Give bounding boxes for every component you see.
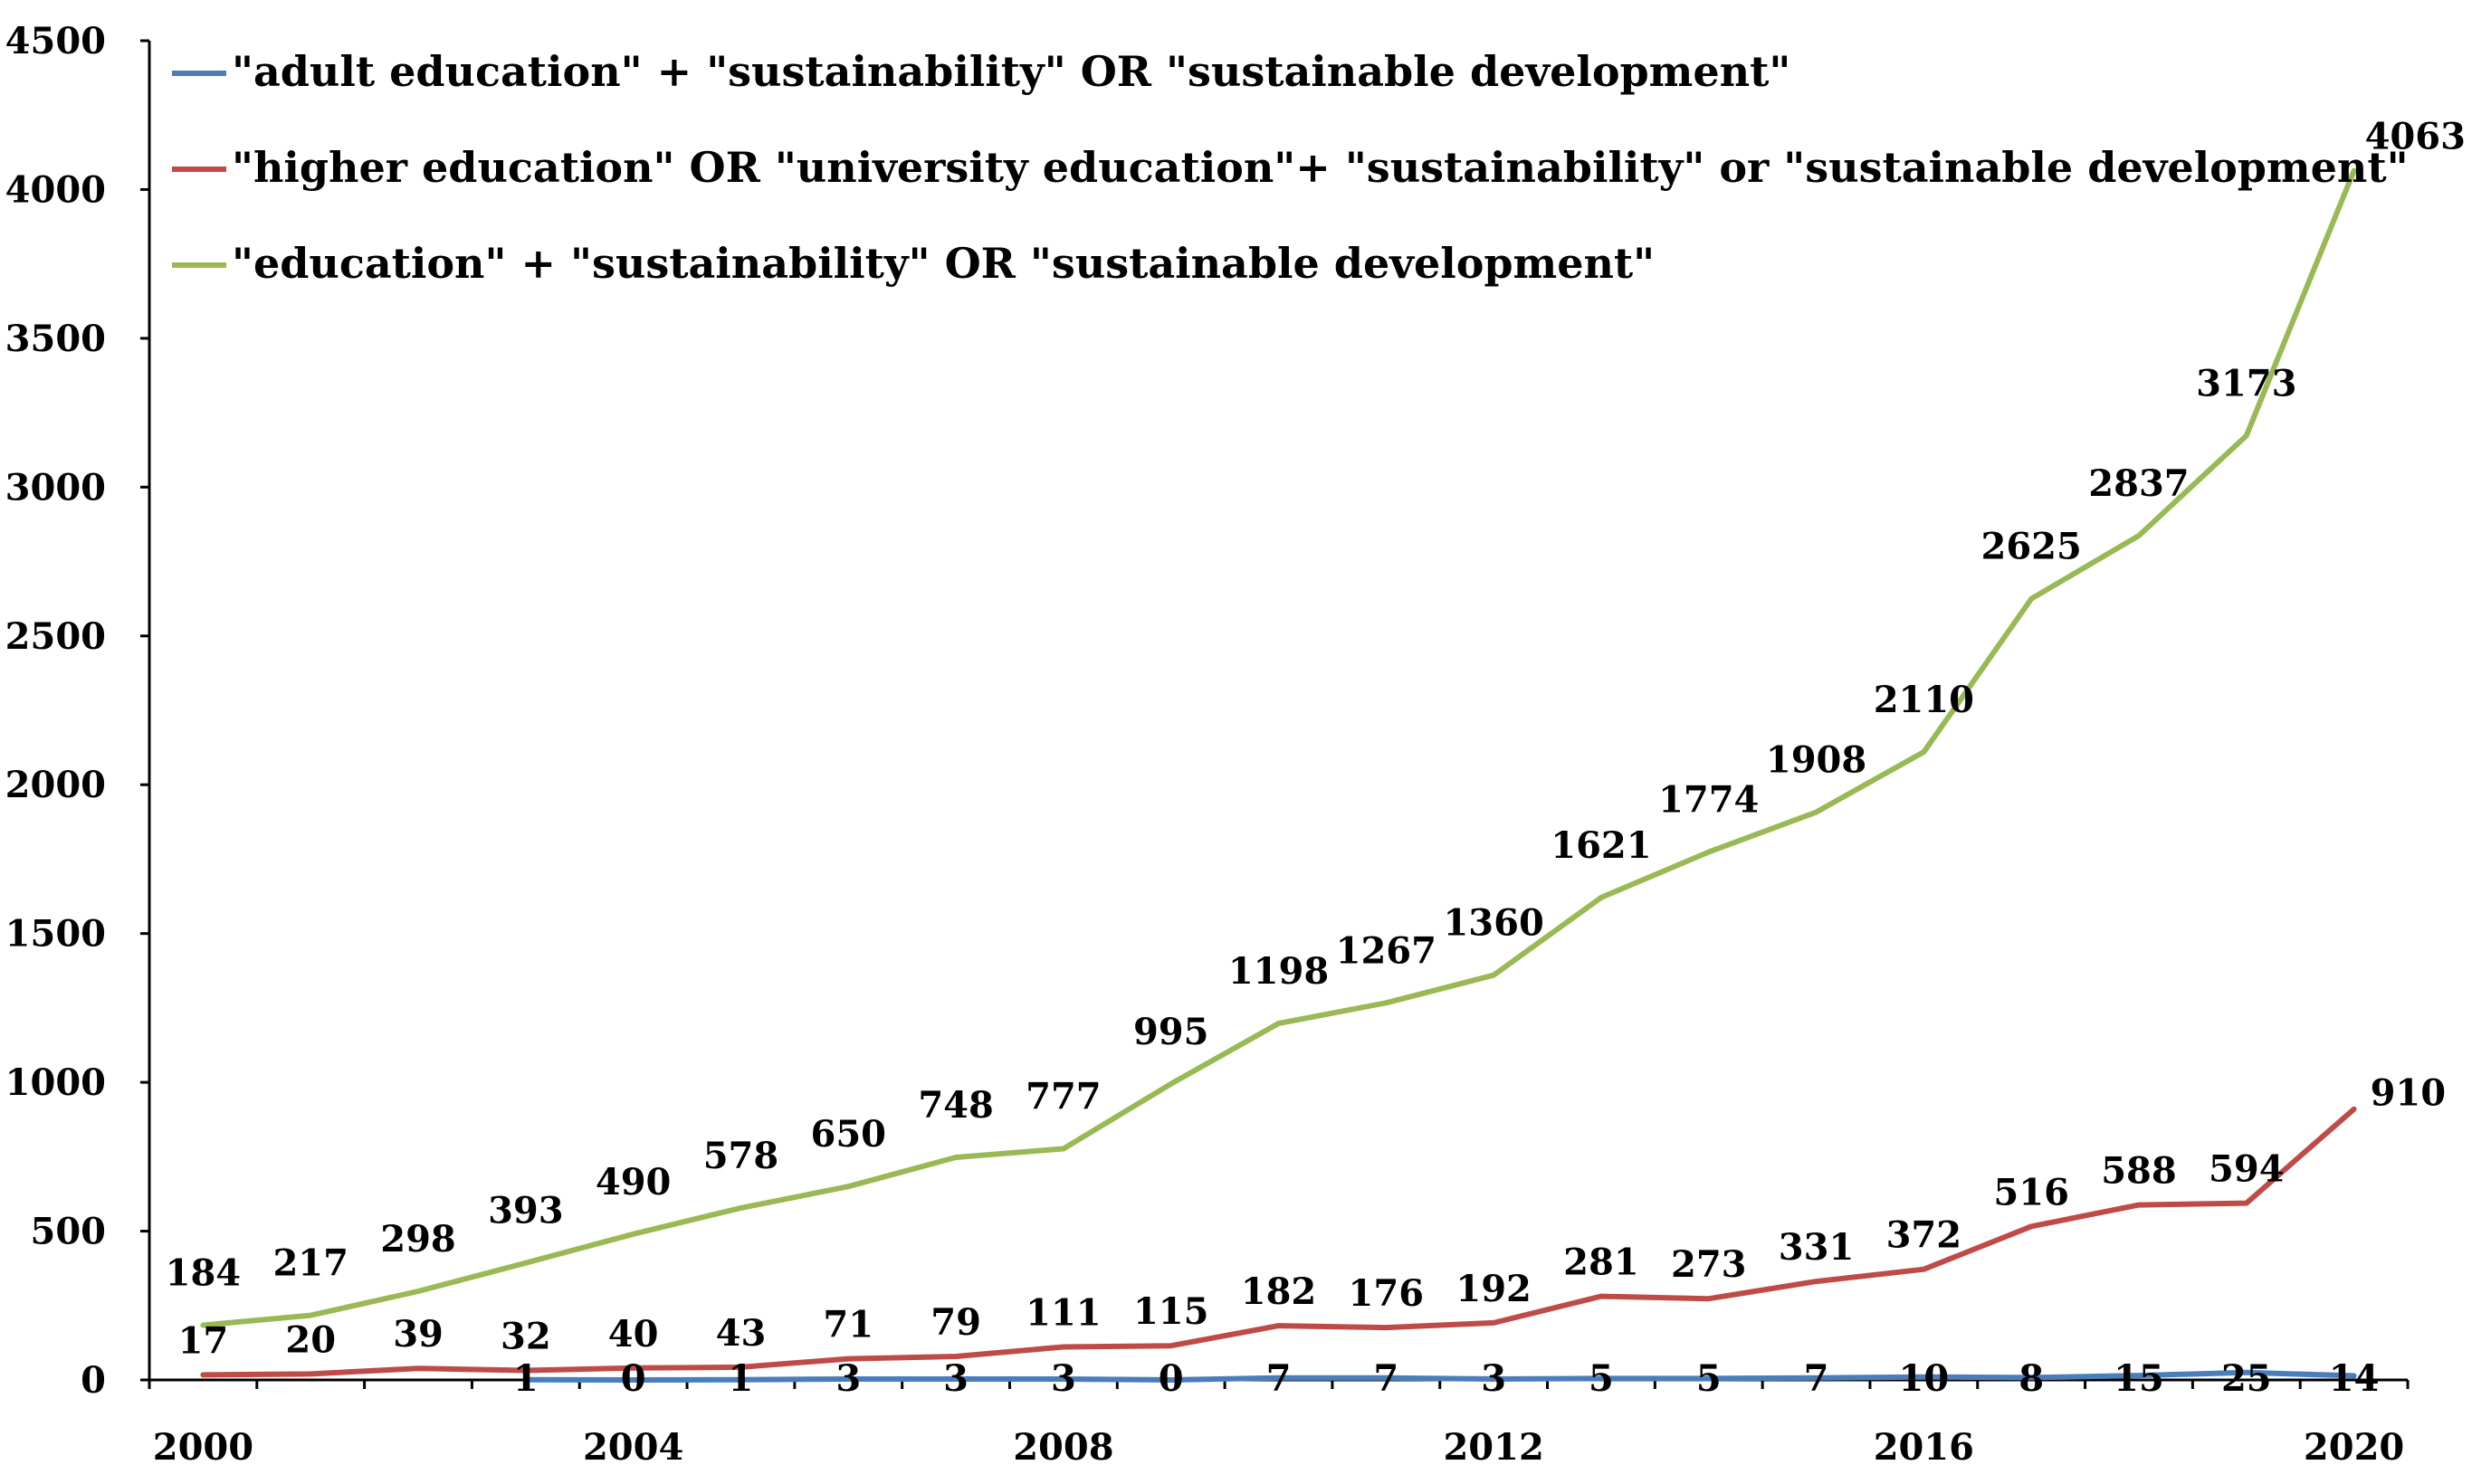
y-tick-label: 3000 (5, 466, 106, 509)
data-label: 516 (1993, 1171, 2069, 1213)
x-tick-label: 2000 (153, 1426, 253, 1469)
series-line-0 (522, 1369, 2357, 1383)
data-label: 0 (1159, 1357, 1184, 1400)
data-label: 298 (380, 1218, 456, 1260)
data-label: 10 (1899, 1357, 1950, 1400)
data-label: 217 (272, 1242, 348, 1285)
data-label: 331 (1779, 1226, 1855, 1269)
data-label: 3 (1051, 1357, 1076, 1400)
y-tick-label: 3500 (5, 318, 106, 360)
x-tick-label: 2008 (1013, 1426, 1113, 1469)
data-label: 40 (608, 1313, 659, 1356)
data-label: 184 (166, 1251, 242, 1294)
data-label: 17 (178, 1319, 229, 1362)
y-tick-label: 2000 (5, 764, 106, 806)
data-label: 79 (931, 1301, 981, 1344)
data-label: 281 (1563, 1241, 1639, 1284)
data-label: 7 (1266, 1357, 1292, 1400)
data-label: 1 (513, 1357, 539, 1400)
y-tick-label: 2500 (5, 615, 106, 658)
data-label: 14 (2329, 1357, 2380, 1400)
x-tick-label: 2012 (1443, 1426, 1543, 1469)
legend-label-0: "adult education" + "sustainability" OR … (232, 47, 1790, 96)
x-tick-label: 2020 (2304, 1426, 2404, 1469)
data-label: 7 (1373, 1357, 1398, 1400)
data-label: 995 (1133, 1011, 1209, 1053)
data-label: 1908 (1766, 738, 1866, 781)
data-label: 25 (2221, 1357, 2272, 1400)
data-label: 1621 (1551, 824, 1651, 867)
data-label: 650 (811, 1113, 887, 1156)
y-tick-label: 0 (81, 1359, 106, 1402)
data-label: 578 (703, 1135, 779, 1177)
x-tick-label: 2004 (583, 1426, 683, 1469)
data-label: 71 (823, 1304, 873, 1346)
series-line-1 (200, 1106, 2357, 1378)
data-label: 1 (729, 1357, 754, 1400)
data-label: 2110 (1874, 679, 1974, 721)
data-label: 5 (1589, 1357, 1614, 1400)
data-label: 2837 (2088, 462, 2189, 505)
data-label: 20 (285, 1318, 336, 1361)
data-label: 1360 (1443, 902, 1543, 945)
data-label: 2625 (1981, 526, 2082, 568)
data-label: 588 (2101, 1150, 2177, 1193)
data-label: 1198 (1228, 950, 1329, 993)
data-label: 5 (1696, 1357, 1722, 1400)
data-label: 748 (918, 1084, 994, 1127)
x-tick-label: 2016 (1874, 1426, 1974, 1469)
data-label: 393 (488, 1190, 564, 1232)
y-tick-label: 1000 (5, 1061, 106, 1104)
y-tick-label: 500 (31, 1211, 107, 1253)
legend: "adult education" + "sustainability" OR … (172, 47, 2409, 288)
series-lines (200, 167, 2357, 1383)
data-label: 176 (1349, 1272, 1425, 1315)
data-label: 594 (2209, 1148, 2285, 1191)
data-label: 4063 (2365, 116, 2466, 158)
data-label: 1774 (1658, 779, 1759, 822)
data-label: 490 (596, 1161, 672, 1203)
data-label: 3173 (2196, 362, 2296, 404)
y-tick-label: 1500 (5, 913, 106, 956)
data-label: 111 (1026, 1291, 1102, 1334)
data-label: 7 (1804, 1357, 1829, 1400)
data-label: 192 (1456, 1268, 1532, 1310)
data-label: 3 (835, 1357, 861, 1400)
y-tick-label: 4000 (5, 168, 106, 211)
data-label: 0 (621, 1357, 646, 1400)
data-label: 372 (1886, 1214, 1962, 1257)
legend-label-2: "education" + "sustainability" OR "susta… (232, 239, 1655, 288)
data-label: 3 (943, 1357, 969, 1400)
data-label: 43 (716, 1312, 767, 1355)
axes: 0500100015002000250030003500400045002000… (5, 20, 2410, 1469)
data-label: 182 (1241, 1270, 1317, 1313)
data-label: 115 (1133, 1290, 1209, 1333)
data-label: 777 (1026, 1075, 1102, 1118)
data-label: 39 (393, 1313, 444, 1356)
data-label: 8 (2019, 1357, 2044, 1400)
data-label: 15 (2114, 1357, 2164, 1400)
data-label: 3 (1481, 1357, 1506, 1400)
data-label: 1267 (1336, 929, 1436, 972)
data-label: 32 (501, 1315, 551, 1357)
data-label: 273 (1671, 1243, 1747, 1286)
series-line-2 (200, 167, 2357, 1328)
legend-label-1: "higher education" OR "university educat… (232, 143, 2409, 192)
data-label: 910 (2371, 1072, 2447, 1115)
y-tick-label: 4500 (5, 20, 106, 62)
